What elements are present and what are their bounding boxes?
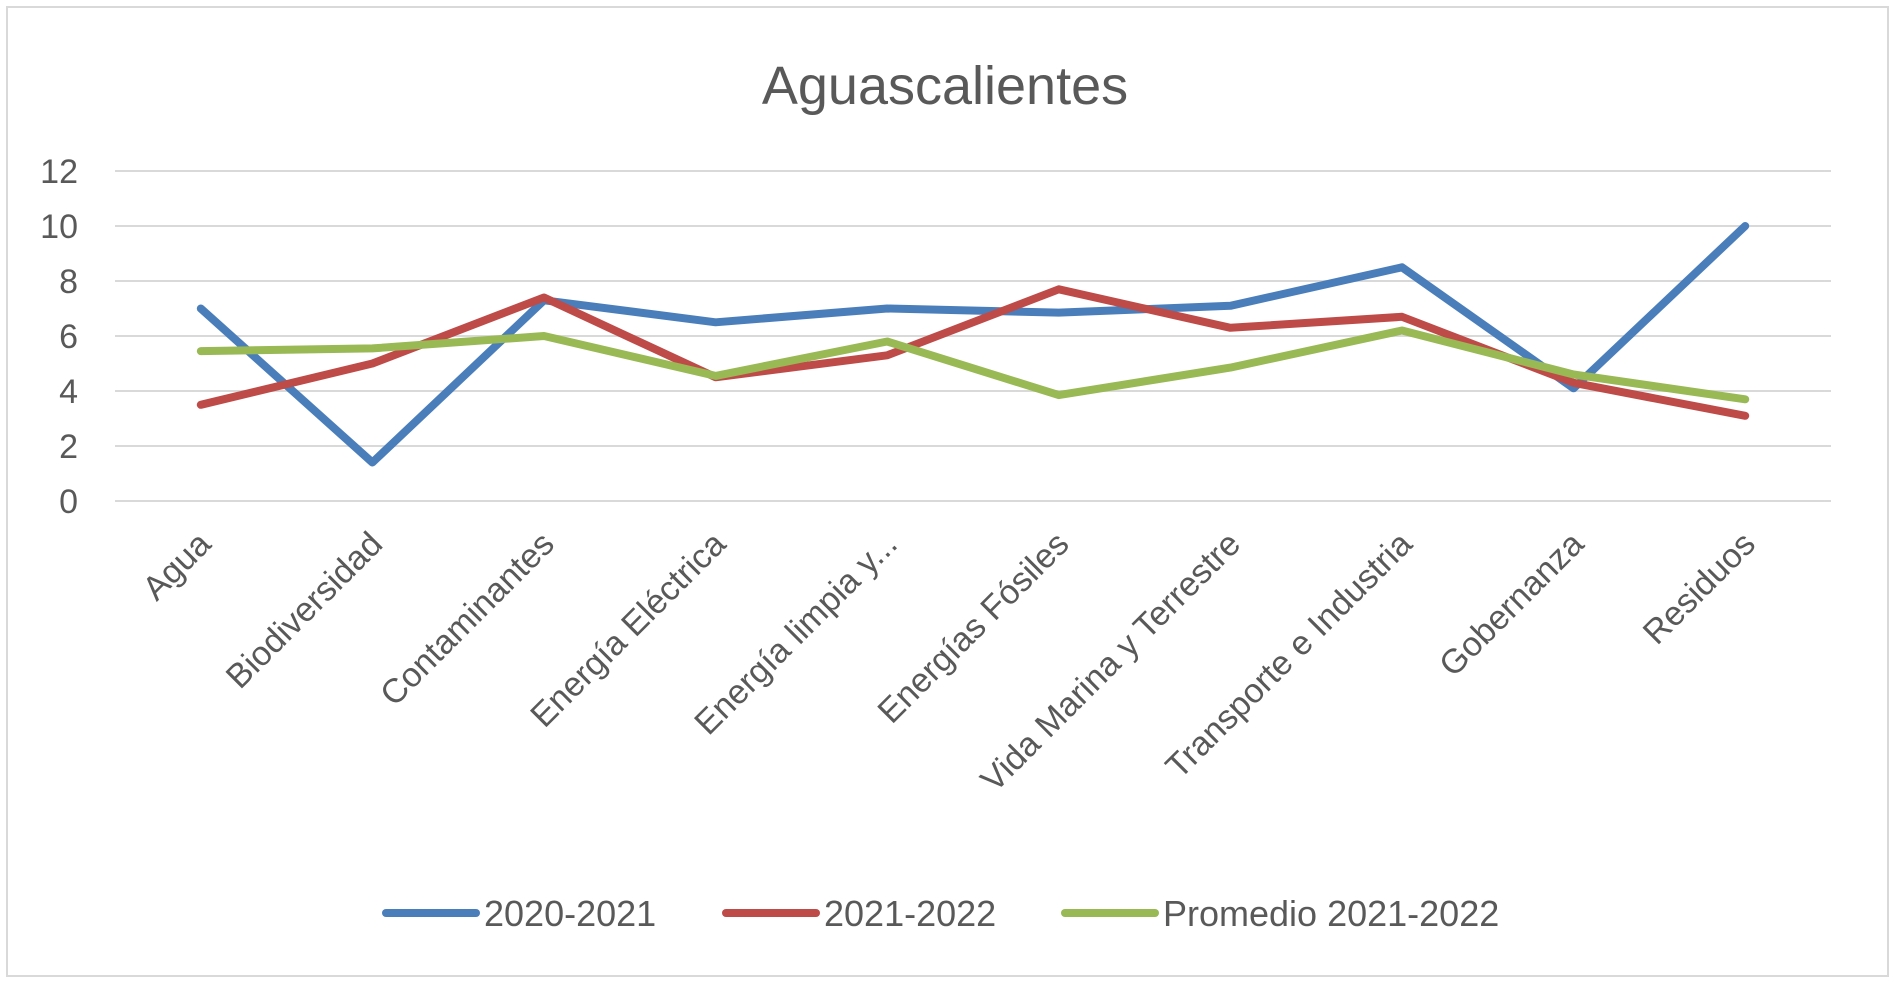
y-tick-label: 2 (59, 428, 78, 466)
legend: 2020-2021 2021-2022 Promedio 2021-2022 (382, 893, 1499, 934)
series-line-0 (196, 222, 1750, 467)
series-lines (196, 222, 1750, 467)
x-tick-label: Gobernanza (1432, 525, 1591, 684)
x-tick-label: Biodiversidad (219, 525, 390, 696)
y-tick-label: 4 (59, 373, 78, 411)
y-axis-ticks: 0 2 4 6 8 10 12 (40, 153, 78, 521)
chart-frame: Aguascalientes 0 2 4 6 8 10 12 Agua Biodiversid… (6, 6, 1889, 977)
x-tick-label: Contaminantes (373, 525, 562, 714)
gridlines (115, 170, 1831, 502)
x-tick-label: Agua (135, 525, 218, 608)
line-chart: Aguascalientes 0 2 4 6 8 10 12 Agua Biodiversid… (40, 56, 1831, 934)
chart-title: Aguascalientes (762, 56, 1128, 116)
y-tick-label: 0 (59, 483, 78, 521)
y-tick-label: 12 (40, 153, 78, 191)
y-tick-label: 8 (59, 263, 78, 301)
legend-label-1: 2021-2022 (824, 893, 996, 934)
legend-label-2: Promedio 2021-2022 (1163, 893, 1499, 934)
y-tick-label: 10 (40, 208, 78, 246)
series-line-2 (196, 326, 1750, 404)
y-tick-label: 6 (59, 318, 78, 356)
x-tick-label: Residuos (1636, 525, 1763, 652)
legend-label-0: 2020-2021 (484, 893, 656, 934)
